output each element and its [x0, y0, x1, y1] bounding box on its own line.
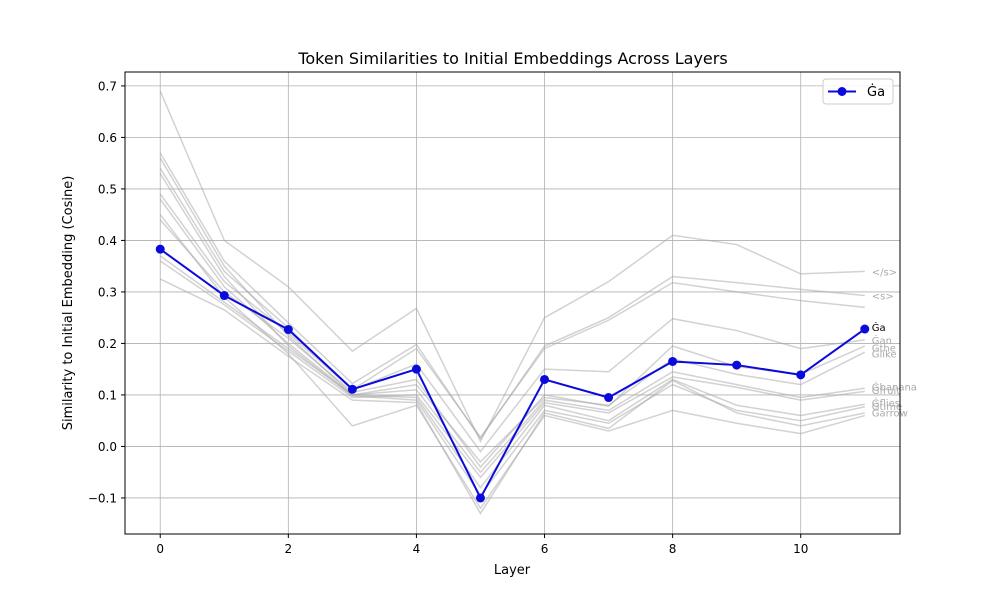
- highlight-point: [283, 325, 293, 335]
- y-tick-label: −0.1: [88, 491, 117, 505]
- x-tick-label: 2: [285, 542, 293, 556]
- x-tick-label: 10: [793, 542, 808, 556]
- background-series-line: [159, 90, 865, 443]
- highlight-point: [155, 244, 165, 254]
- highlight-series: [155, 244, 870, 503]
- series-end-label: Ġthe: [872, 342, 896, 355]
- x-axis-label: Layer: [494, 563, 531, 578]
- y-axis-label: Similarity to Initial Embedding (Cosine): [61, 176, 76, 431]
- highlight-point: [411, 364, 421, 374]
- plot-frame: [124, 71, 901, 535]
- highlight-point: [475, 493, 485, 503]
- series-end-label: <s>: [872, 292, 894, 303]
- x-tick-label: 6: [541, 542, 549, 556]
- background-series-line: [159, 173, 865, 497]
- background-series-line: [159, 255, 865, 474]
- highlight-series-line: [159, 248, 866, 499]
- y-tick-label: 0.1: [98, 388, 117, 402]
- y-axis: −0.1 0.0 0.1 0.2 0.3 0.4 0.5 0.6 0.7: [88, 79, 125, 505]
- x-tick-label: 0: [156, 542, 164, 556]
- series-end-label: Ġarrow: [872, 406, 908, 419]
- highlight-point: [860, 324, 870, 334]
- y-tick-label: 0.6: [98, 131, 117, 145]
- y-tick-label: 0.7: [98, 79, 117, 93]
- background-series-line: [159, 278, 865, 515]
- series-end-label: Ġlike: [872, 348, 897, 361]
- legend-marker: [837, 87, 847, 96]
- legend-label: Ġa: [867, 83, 885, 100]
- background-series-line: [159, 167, 865, 439]
- series-end-label: Ġfruit: [872, 384, 900, 397]
- x-tick-label: 8: [669, 542, 677, 556]
- highlight-point: [540, 374, 550, 384]
- highlight-point: [347, 384, 357, 394]
- y-tick-label: 0.3: [98, 285, 117, 299]
- highlight-point: [604, 393, 614, 403]
- y-tick-label: 0.2: [98, 337, 117, 351]
- series-end-label: Ġan: [872, 334, 892, 347]
- chart-title: Token Similarities to Initial Embeddings…: [297, 49, 727, 68]
- series-end-label: Ġflies: [872, 397, 900, 410]
- highlight-point: [796, 370, 806, 380]
- y-tick-label: 0.4: [98, 234, 117, 248]
- highlight-point: [219, 291, 229, 301]
- series-end-label: </s>: [872, 267, 897, 278]
- series-end-label: Ġtime: [872, 400, 902, 413]
- y-tick-label: 0.0: [98, 440, 117, 454]
- x-axis: 0 2 4 6 8 10: [156, 534, 808, 556]
- series-end-label: Ġbanana: [872, 381, 917, 394]
- series-end-label: Ġa: [872, 321, 886, 334]
- background-series-line: [159, 219, 866, 469]
- y-tick-label: 0.5: [98, 182, 117, 196]
- highlight-point: [732, 360, 742, 370]
- grid: [125, 72, 900, 534]
- legend: Ġa: [822, 78, 894, 105]
- x-tick-label: 4: [413, 542, 421, 556]
- legend-box: [822, 78, 894, 105]
- highlight-point: [668, 356, 678, 366]
